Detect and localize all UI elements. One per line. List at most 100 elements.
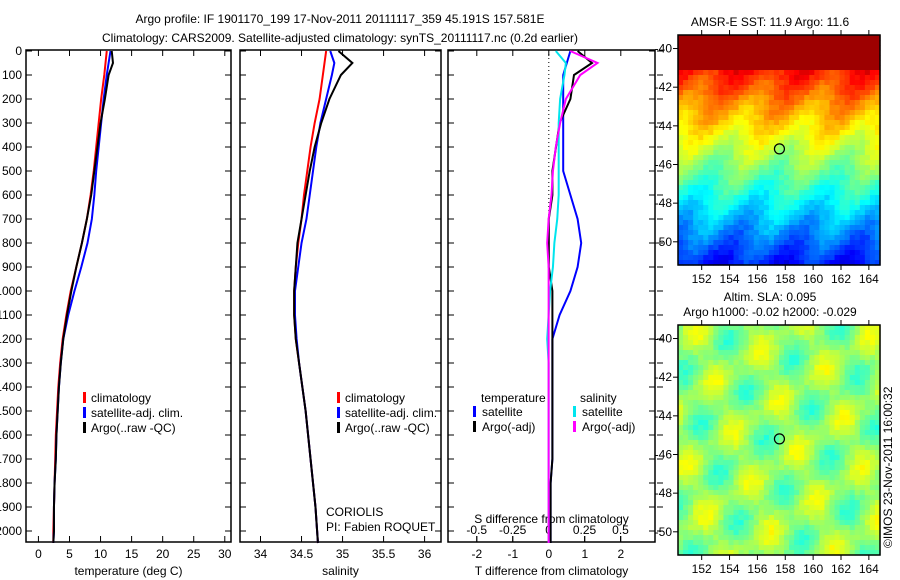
map-cell: [768, 80, 775, 86]
map-cell: [678, 125, 684, 131]
map-cell: [819, 390, 826, 396]
x-tick-label: 156: [747, 272, 767, 286]
map-cell: [814, 40, 820, 46]
map-cell: [804, 430, 810, 436]
map-cell: [874, 120, 881, 126]
map-cell: [779, 360, 785, 366]
map-cell: [753, 510, 760, 516]
map-cell: [834, 135, 841, 141]
map-cell: [708, 90, 714, 96]
map-cell: [799, 330, 805, 336]
map-cell: [824, 335, 831, 341]
s-tick-label: 0.5: [612, 523, 629, 537]
y-tick-label: 1000: [0, 284, 22, 298]
map-cell: [874, 380, 881, 386]
map-cell: [683, 500, 689, 506]
map-cell: [839, 535, 846, 541]
map-cell: [809, 260, 815, 266]
map-cell: [758, 185, 765, 191]
map-cell: [768, 395, 775, 401]
map-cell: [814, 370, 820, 376]
map-cell: [678, 160, 684, 166]
map-cell: [844, 210, 851, 216]
map-cell: [834, 475, 841, 481]
map-cell: [874, 105, 881, 111]
map-cell: [723, 255, 730, 261]
map-cell: [864, 75, 871, 81]
map-cell: [698, 255, 704, 261]
map-cell: [728, 200, 735, 206]
map-cell: [824, 390, 831, 396]
map-cell: [768, 510, 775, 516]
map-cell: [779, 410, 785, 416]
map-cell: [839, 100, 846, 106]
map-cell: [763, 340, 770, 346]
map-cell: [804, 465, 810, 471]
map-cell: [733, 60, 740, 66]
map-cell: [693, 190, 699, 196]
map-cell: [794, 540, 800, 546]
map-cell: [834, 115, 841, 121]
map-cell: [728, 55, 735, 61]
map-cell: [864, 385, 871, 391]
map-cell: [799, 195, 805, 201]
map-cell: [784, 395, 790, 401]
map-cell: [789, 75, 795, 81]
map-cell: [728, 190, 735, 196]
map-cell: [834, 510, 841, 516]
map-cell: [869, 445, 876, 451]
map-cell: [819, 450, 826, 456]
map-cell: [738, 210, 745, 216]
map-cell: [844, 535, 851, 541]
map-cell: [773, 395, 780, 401]
map-cell: [773, 470, 780, 476]
map-cell: [693, 145, 699, 151]
map-cell: [824, 395, 831, 401]
map-cell: [748, 505, 755, 511]
map-cell: [789, 470, 795, 476]
map-cell: [763, 40, 770, 46]
map-cell: [753, 480, 760, 486]
map-cell: [708, 335, 714, 341]
map-cell: [713, 65, 719, 71]
map-cell: [748, 495, 755, 501]
map-cell: [743, 460, 750, 466]
map-cell: [869, 340, 876, 346]
map-cell: [859, 325, 866, 331]
map-cell: [824, 485, 831, 491]
map-cell: [763, 90, 770, 96]
map-cell: [824, 210, 831, 216]
map-cell: [854, 400, 861, 406]
map-cell: [874, 400, 881, 406]
x-tick-label: 152: [692, 562, 712, 576]
map-cell: [834, 545, 841, 551]
map-cell: [698, 45, 704, 51]
map-cell: [789, 200, 795, 206]
map-cell: [768, 65, 775, 71]
map-cell: [824, 375, 831, 381]
map-cell: [748, 515, 755, 521]
map-cell: [703, 165, 709, 171]
map-cell: [859, 150, 866, 156]
map-cell: [824, 415, 831, 421]
map-cell: [799, 480, 805, 486]
map-cell: [834, 505, 841, 511]
map-cell: [738, 215, 745, 221]
map-cell: [773, 375, 780, 381]
map-cell: [874, 110, 881, 116]
map-cell: [824, 410, 831, 416]
map-cell: [748, 450, 755, 456]
map-cell: [844, 545, 851, 551]
map-cell: [693, 220, 699, 226]
map-cell: [733, 480, 740, 486]
map-cell: [829, 105, 836, 111]
map-cell: [834, 250, 841, 256]
map-cell: [839, 325, 846, 331]
map-cell: [859, 380, 866, 386]
map-cell: [839, 505, 846, 511]
map-cell: [799, 215, 805, 221]
map-cell: [738, 330, 745, 336]
map-cell: [834, 330, 841, 336]
map-cell: [743, 540, 750, 546]
map-cell: [779, 240, 785, 246]
